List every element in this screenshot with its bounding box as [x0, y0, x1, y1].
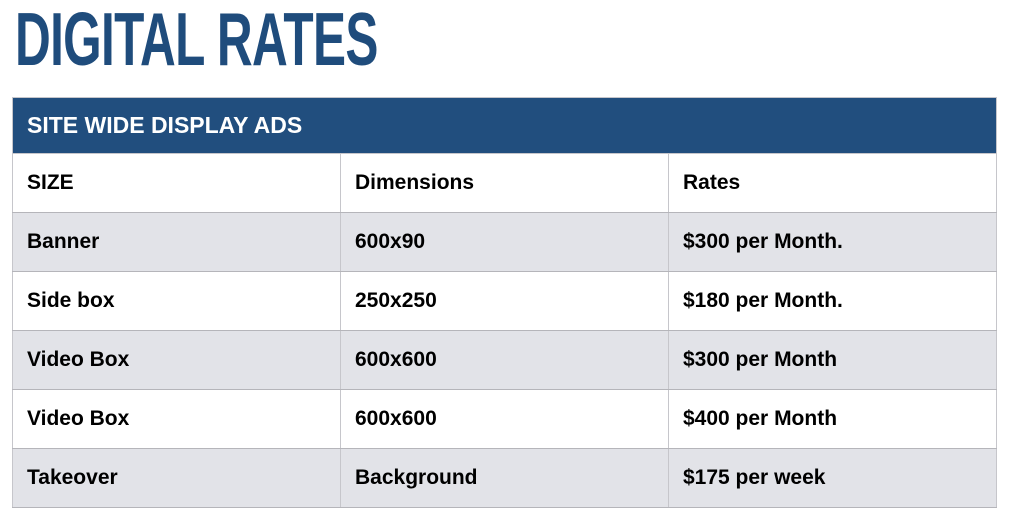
table-section-header-row: SITE WIDE DISPLAY ADS	[12, 97, 997, 154]
column-header-rates: Rates	[668, 153, 997, 213]
table-row: Side box 250x250 $180 per Month.	[12, 271, 997, 331]
table-row: Video Box 600x600 $400 per Month	[12, 389, 997, 449]
column-header-dimensions: Dimensions	[340, 153, 669, 213]
column-header-size: SIZE	[12, 153, 341, 213]
rate-table: SITE WIDE DISPLAY ADS SIZE Dimensions Ra…	[12, 97, 997, 508]
cell-dimensions: 600x600	[340, 389, 669, 449]
cell-dimensions: 250x250	[340, 271, 669, 331]
cell-dimensions: 600x600	[340, 330, 669, 390]
cell-rate: $400 per Month	[668, 389, 997, 449]
cell-size: Banner	[12, 212, 341, 272]
cell-rate: $300 per Month.	[668, 212, 997, 272]
cell-rate: $180 per Month.	[668, 271, 997, 331]
cell-rate: $300 per Month	[668, 330, 997, 390]
table-row: Video Box 600x600 $300 per Month	[12, 330, 997, 390]
cell-size: Video Box	[12, 330, 341, 390]
cell-rate: $175 per week	[668, 448, 997, 508]
table-row: Banner 600x90 $300 per Month.	[12, 212, 997, 272]
table-section-header: SITE WIDE DISPLAY ADS	[12, 97, 997, 154]
table-column-header-row: SIZE Dimensions Rates	[12, 153, 997, 213]
cell-dimensions: 600x90	[340, 212, 669, 272]
cell-size: Takeover	[12, 448, 341, 508]
table-row: Takeover Background $175 per week	[12, 448, 997, 508]
cell-dimensions: Background	[340, 448, 669, 508]
page-title: DIGITAL RATES	[15, 0, 378, 81]
cell-size: Side box	[12, 271, 341, 331]
cell-size: Video Box	[12, 389, 341, 449]
